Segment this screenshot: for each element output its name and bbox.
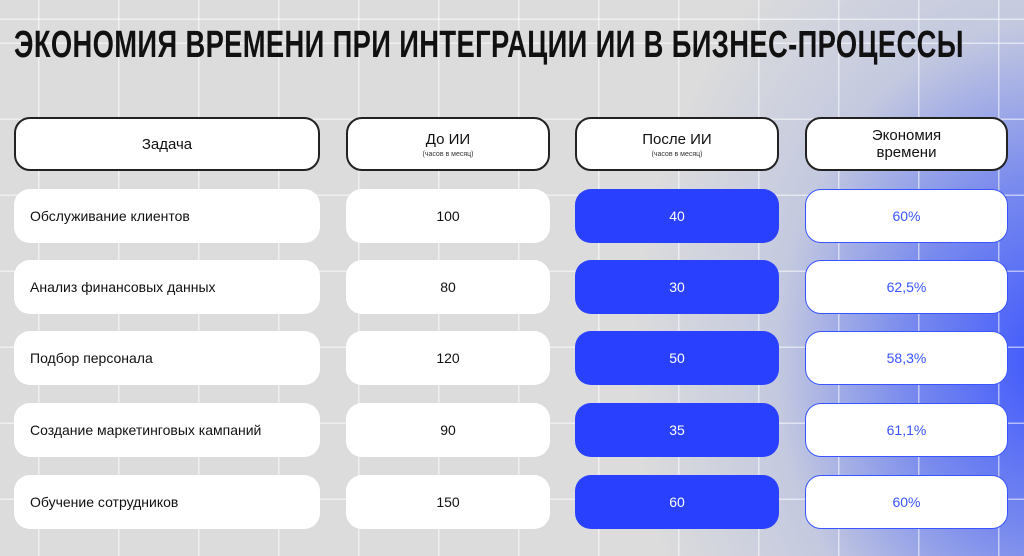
- header-sublabel: (часов в месяц): [422, 150, 474, 158]
- after-cell: 35: [575, 403, 779, 457]
- after-cell: 50: [575, 331, 779, 385]
- header-label: После ИИ: [642, 130, 712, 148]
- after-cell: 30: [575, 260, 779, 314]
- before-cell-text: 90: [440, 422, 456, 438]
- savings-cell-text: 61,1%: [886, 422, 927, 438]
- before-cell: 120: [346, 331, 550, 385]
- task-cell-text: Обучение сотрудников: [30, 494, 179, 510]
- before-cell-text: 80: [440, 279, 456, 295]
- task-cell: Создание маркетинговых кампаний: [14, 403, 320, 457]
- task-cell: Обучение сотрудников: [14, 475, 320, 529]
- before-cell-text: 150: [436, 494, 460, 510]
- savings-cell: 60%: [805, 475, 1008, 529]
- before-cell-text: 120: [436, 350, 460, 366]
- after-cell-text: 30: [669, 279, 685, 295]
- after-cell-text: 40: [669, 208, 685, 224]
- header-savings: Экономия времени: [805, 117, 1008, 171]
- page-title: ЭКОНОМИЯ ВРЕМЕНИ ПРИ ИНТЕГРАЦИИ ИИ В БИЗ…: [14, 24, 964, 66]
- savings-cell: 60%: [805, 189, 1008, 243]
- task-cell: Подбор персонала: [14, 331, 320, 385]
- task-cell-text: Создание маркетинговых кампаний: [30, 422, 262, 438]
- after-cell-text: 50: [669, 350, 685, 366]
- task-cell-text: Анализ финансовых данных: [30, 279, 216, 295]
- header-label: До ИИ: [425, 130, 471, 148]
- after-cell-text: 60: [669, 494, 685, 510]
- header-label: Задача: [141, 135, 193, 153]
- savings-cell: 61,1%: [805, 403, 1008, 457]
- after-cell-text: 35: [669, 422, 685, 438]
- header-label: Экономия времени: [871, 127, 942, 161]
- savings-cell-text: 58,3%: [886, 350, 927, 366]
- after-cell: 60: [575, 475, 779, 529]
- before-cell-text: 100: [436, 208, 460, 224]
- task-cell: Анализ финансовых данных: [14, 260, 320, 314]
- savings-cell: 58,3%: [805, 331, 1008, 385]
- header-before: До ИИ (часов в месяц): [346, 117, 550, 171]
- savings-cell: 62,5%: [805, 260, 1008, 314]
- savings-cell-text: 60%: [892, 208, 921, 224]
- header-task: Задача: [14, 117, 320, 171]
- before-cell: 100: [346, 189, 550, 243]
- header-sublabel: (часов в месяц): [651, 150, 703, 158]
- before-cell: 150: [346, 475, 550, 529]
- before-cell: 90: [346, 403, 550, 457]
- savings-cell-text: 62,5%: [886, 279, 927, 295]
- task-cell: Обслуживание клиентов: [14, 189, 320, 243]
- task-cell-text: Подбор персонала: [30, 350, 153, 366]
- after-cell: 40: [575, 189, 779, 243]
- header-after: После ИИ (часов в месяц): [575, 117, 779, 171]
- before-cell: 80: [346, 260, 550, 314]
- task-cell-text: Обслуживание клиентов: [30, 208, 190, 224]
- savings-cell-text: 60%: [892, 494, 921, 510]
